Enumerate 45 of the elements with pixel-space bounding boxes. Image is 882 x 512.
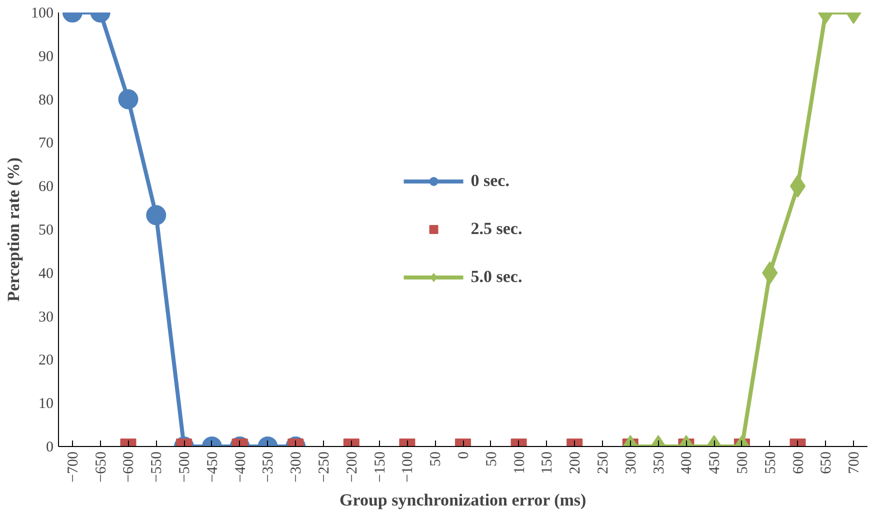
y-axis-title: Perception rate (%) <box>4 157 23 302</box>
x-tick-label: 100 <box>512 452 528 474</box>
legend-label: 2.5 sec. <box>470 219 522 239</box>
y-tick-label: 10 <box>38 396 54 412</box>
x-axis-title: Group synchronization error (ms) <box>340 490 586 510</box>
x-tick-label: 0 <box>456 452 472 459</box>
y-tick-label: 50 <box>38 222 54 238</box>
legend-label: 0 sec. <box>470 171 510 191</box>
x-tick-label: −350 <box>260 451 277 482</box>
y-tick-label: 70 <box>38 136 54 152</box>
x-tick-label: 50 <box>484 452 500 466</box>
y-tick-label: 40 <box>38 266 54 282</box>
x-tick-label: 650 <box>818 452 835 474</box>
x-tick-label: −300 <box>288 451 305 482</box>
x-tick-label: 400 <box>679 452 696 474</box>
x-tick-label: −400 <box>232 451 249 482</box>
y-tick-label: 90 <box>38 48 54 65</box>
x-tick-label: −250 <box>316 451 333 482</box>
x-tick-label: 250 <box>595 452 612 474</box>
x-tick-label: −650 <box>93 451 110 482</box>
x-tick-label: 600 <box>790 452 807 474</box>
x-tick-label: 50 <box>428 452 444 466</box>
x-tick-label: −100 <box>400 451 416 482</box>
x-tick-label: −200 <box>344 451 360 482</box>
y-tick-label: 0 <box>46 440 54 456</box>
x-tick-label: −700 <box>65 451 82 482</box>
x-tick-label: −150 <box>372 451 388 482</box>
y-tick-label: 60 <box>38 179 54 196</box>
x-tick-label: 450 <box>707 452 724 474</box>
x-tick-label: 350 <box>651 452 668 474</box>
x-tick-label: −550 <box>149 451 166 482</box>
x-tick-label: 550 <box>762 452 779 474</box>
x-tick-label: −450 <box>204 451 221 482</box>
y-tick-label: 100 <box>31 6 54 22</box>
y-tick-label: 80 <box>38 92 54 108</box>
x-tick-label: −600 <box>121 451 138 482</box>
x-tick-label: −500 <box>177 451 194 482</box>
y-tick-label: 20 <box>38 352 54 369</box>
x-tick-label: 300 <box>623 452 640 474</box>
x-tick-label: 200 <box>568 452 584 474</box>
x-tick-label: 150 <box>540 452 556 474</box>
legend-label: 5.0 sec. <box>470 267 522 287</box>
x-tick-label: 700 <box>846 452 863 474</box>
x-tick-label: 500 <box>734 452 751 474</box>
y-tick-label: 30 <box>38 309 54 326</box>
